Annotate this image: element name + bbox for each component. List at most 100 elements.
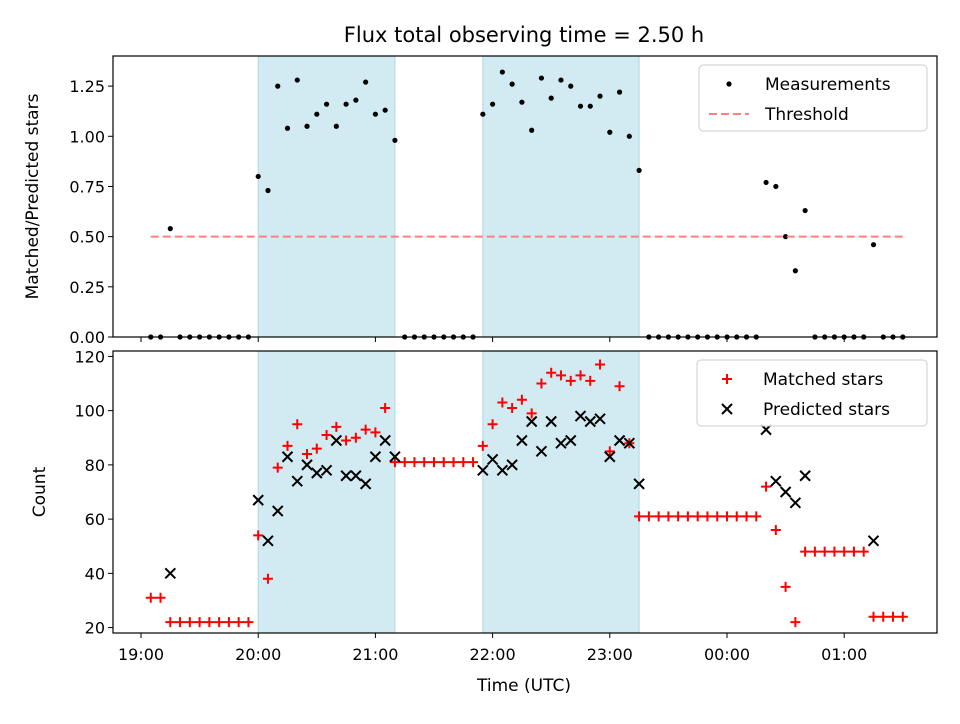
bottom-legend-label: Matched stars [763, 370, 883, 390]
predicted-star-point [272, 505, 284, 517]
measurement-point [783, 234, 789, 240]
matched-star-point [341, 435, 352, 446]
predicted-star-point [867, 535, 880, 547]
matched-star-point [321, 430, 332, 441]
matched-star-point [243, 617, 254, 628]
matched-star-point [370, 427, 381, 438]
predicted-star-point [594, 413, 606, 425]
matched-star-point [516, 394, 527, 405]
matched-star-point [233, 617, 244, 628]
matched-star-point [419, 457, 430, 468]
predicted-star-point [574, 410, 587, 422]
matched-star-point [790, 617, 801, 628]
bottom-x-tick-label: 22:00 [470, 645, 516, 664]
matched-star-point [770, 524, 781, 535]
matched-star-point [526, 408, 537, 419]
measurement-point [597, 93, 603, 99]
predicted-star-point [340, 470, 352, 482]
measurement-point [265, 187, 271, 194]
matched-star-point [634, 511, 645, 522]
predicted-star-point [350, 470, 362, 482]
top-y-tick-label: 0.00 [69, 328, 105, 347]
measurement-point [382, 107, 388, 113]
matched-star-point [819, 546, 830, 557]
matched-star-point [438, 457, 449, 468]
matched-star-point [858, 546, 869, 557]
legend-measurement-swatch [726, 81, 732, 87]
predicted-star-point [584, 415, 596, 428]
predicted-star-point [252, 494, 264, 506]
measurement-point [499, 69, 505, 75]
predicted-star-point [555, 437, 567, 449]
measurement-point [333, 123, 339, 129]
bottom-y-tick-label: 20 [85, 619, 105, 638]
measurement-point [372, 111, 378, 117]
predicted-star-point [164, 567, 177, 580]
matched-star-point [868, 611, 879, 622]
matched-star-point [712, 511, 723, 522]
matched-star-point [731, 511, 742, 522]
matched-star-point [536, 378, 547, 389]
predicted-star-point [525, 415, 538, 428]
measurement-point [773, 183, 779, 190]
predicted-star-point [623, 437, 636, 449]
top-y-tick-label: 0.25 [69, 278, 105, 297]
top-y-tick-label: 0.50 [69, 228, 105, 247]
predicted-star-point [320, 464, 333, 477]
matched-star-point [682, 511, 693, 522]
bottom-legend-label: Predicted stars [763, 400, 890, 420]
matched-star-point [311, 443, 322, 454]
top-y-tick-label: 1.25 [69, 77, 105, 96]
measurement-point [568, 83, 574, 89]
matched-star-point [302, 449, 313, 460]
matched-star-point [507, 402, 518, 413]
measurement-point [519, 99, 525, 105]
top-panel: 0.00 0.25 0.50 0.75 1.00 1.25 Matched/Predicte… [23, 55, 938, 347]
matched-star-point [165, 617, 176, 628]
predicted-star-point [506, 459, 518, 471]
predicted-star-point [535, 445, 548, 458]
matched-star-point [546, 367, 557, 378]
bottom-axes-frame [112, 350, 938, 634]
bottom-shaded-interval-1 [482, 350, 640, 634]
matched-star-point [155, 592, 166, 603]
top-legend-label: Threshold [764, 105, 849, 125]
measurement-point [802, 207, 808, 214]
measurement-point [509, 81, 515, 87]
predicted-star-point [486, 453, 499, 466]
measurement-point [294, 77, 300, 83]
matched-star-point [204, 617, 215, 628]
top-y-tick-label: 0.75 [69, 177, 105, 196]
measurement-point [558, 77, 564, 83]
predicted-star-point [565, 434, 577, 447]
bottom-x-tick-label: 19:00 [118, 645, 164, 664]
bottom-y-tick-label: 40 [85, 564, 105, 583]
matched-star-point [350, 432, 361, 443]
matched-star-point [448, 457, 459, 468]
bottom-legend-box [696, 359, 928, 427]
measurement-point [636, 167, 642, 174]
measurement-point [616, 89, 623, 95]
predicted-star-point [477, 464, 489, 477]
matched-star-point [663, 511, 674, 522]
matched-star-point [468, 457, 479, 468]
matched-star-point [272, 462, 283, 473]
matched-star-point [643, 511, 654, 522]
predicted-star-point [496, 464, 509, 477]
matched-star-point [458, 457, 469, 468]
legend-predicted-swatch [721, 403, 733, 415]
bottom-shaded-interval-0 [257, 350, 396, 634]
measurement-point [870, 242, 877, 248]
measurement-point [304, 123, 310, 129]
predicted-star-point [770, 475, 782, 487]
measurement-point [480, 111, 486, 117]
matched-star-point [194, 617, 205, 628]
matched-star-point [604, 446, 615, 457]
measurement-point [363, 79, 369, 85]
predicted-star-point [330, 434, 343, 447]
predicted-star-point [389, 451, 401, 463]
measurement-point [548, 95, 554, 101]
matched-star-point [477, 440, 488, 451]
matched-star-point [399, 457, 410, 468]
